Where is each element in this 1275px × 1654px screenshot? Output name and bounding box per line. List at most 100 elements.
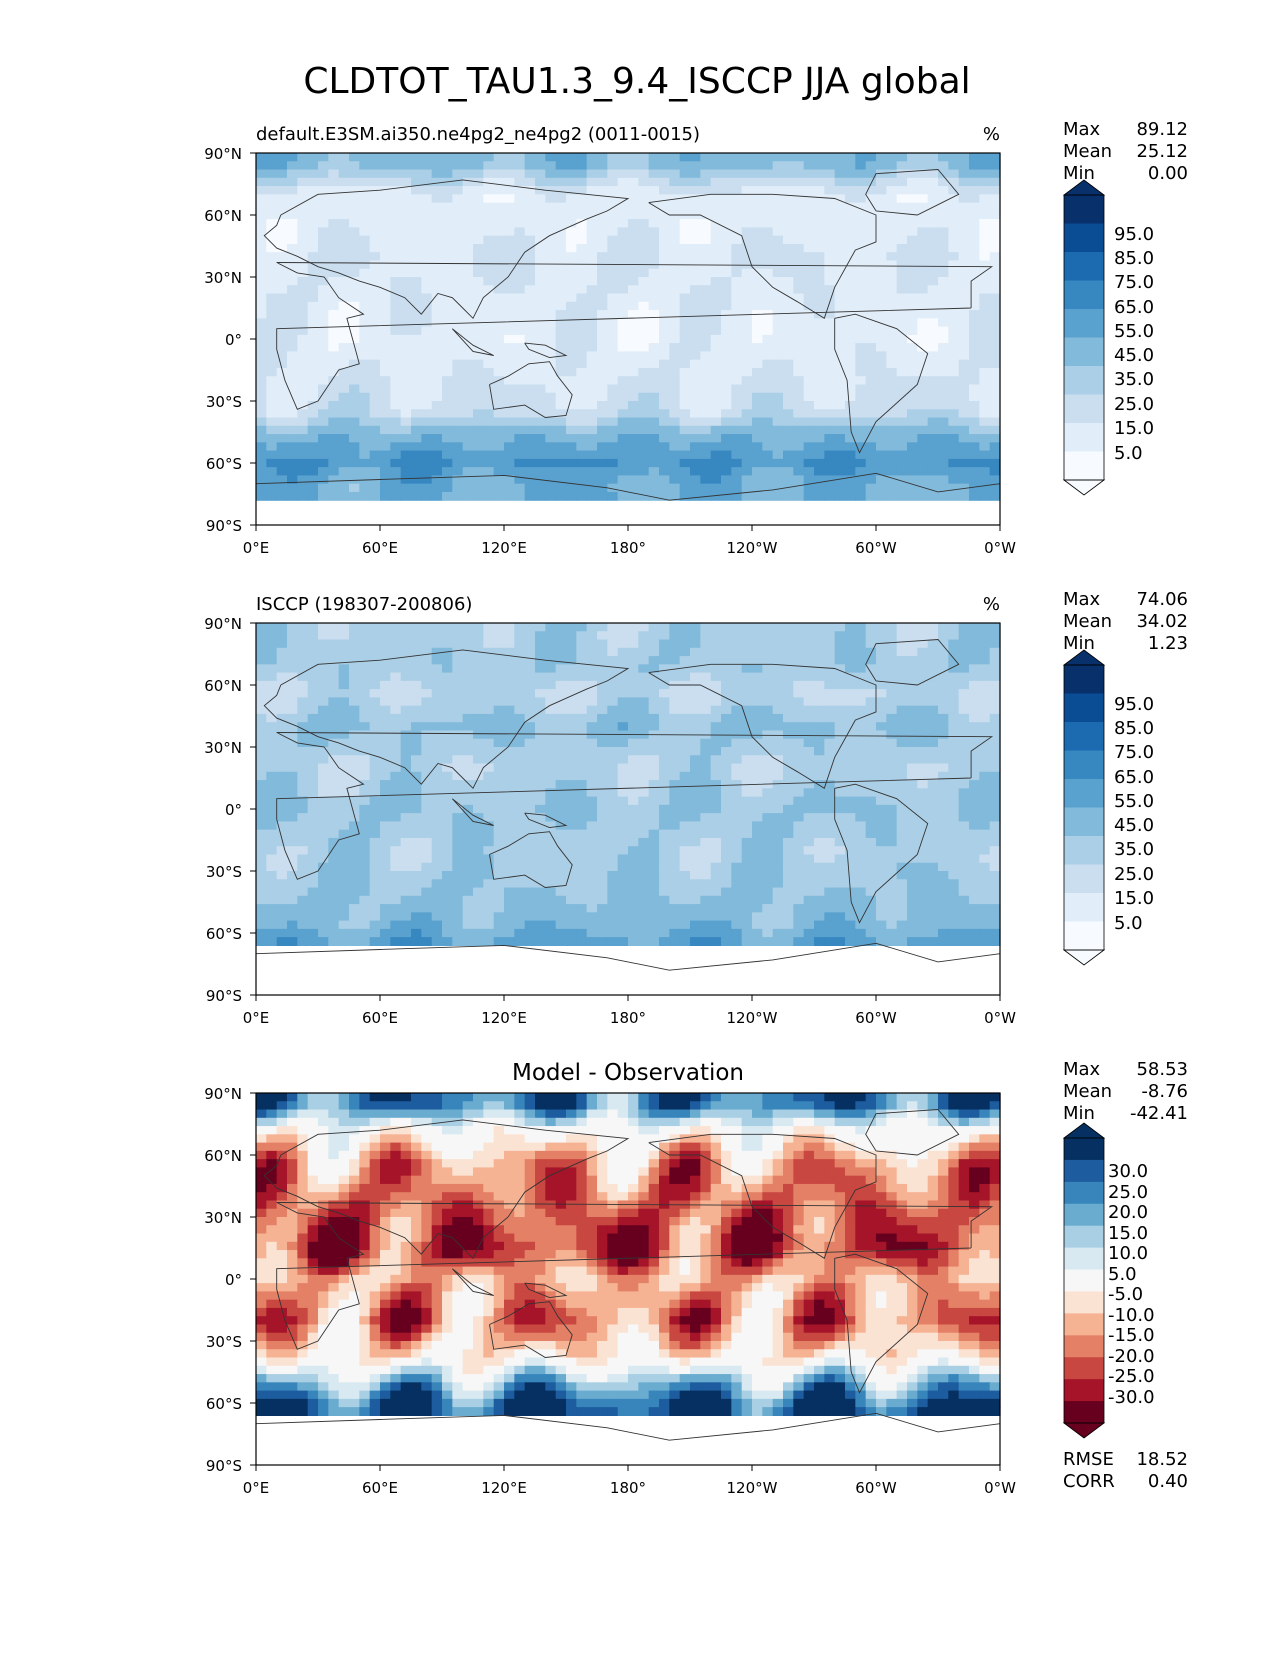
field-cell bbox=[442, 368, 453, 377]
field-cell bbox=[277, 697, 288, 706]
field-cell bbox=[566, 623, 577, 632]
field-cell bbox=[566, 161, 577, 170]
field-cell bbox=[835, 211, 846, 220]
field-cell bbox=[969, 219, 980, 228]
field-cell bbox=[990, 170, 1001, 179]
field-cell bbox=[587, 706, 598, 715]
field-cell bbox=[752, 623, 763, 632]
field-cell bbox=[669, 459, 680, 468]
field-cell bbox=[401, 739, 412, 748]
field-cell bbox=[835, 335, 846, 344]
field-cell bbox=[514, 805, 525, 814]
field-cell bbox=[638, 484, 649, 493]
field-cell bbox=[514, 277, 525, 286]
field-cell bbox=[473, 656, 484, 665]
field-cell bbox=[432, 252, 443, 261]
field-cell bbox=[339, 623, 350, 632]
field-cell bbox=[814, 277, 825, 286]
field-cell bbox=[638, 664, 649, 673]
field-cell bbox=[576, 764, 587, 773]
field-cell bbox=[442, 739, 453, 748]
field-cell bbox=[287, 631, 298, 640]
field-cell bbox=[814, 170, 825, 179]
field-cell bbox=[793, 492, 804, 501]
field-cell bbox=[773, 764, 784, 773]
field-cell bbox=[990, 294, 1001, 303]
field-cell bbox=[907, 492, 918, 501]
field-cell bbox=[587, 459, 598, 468]
field-cell bbox=[514, 747, 525, 756]
field-cell bbox=[752, 343, 763, 352]
field-cell bbox=[308, 244, 319, 253]
field-cell bbox=[597, 384, 608, 393]
field-cell bbox=[618, 236, 629, 245]
field-cell bbox=[793, 697, 804, 706]
field-cell bbox=[659, 244, 670, 253]
field-cell bbox=[618, 434, 629, 443]
field-cell bbox=[535, 442, 546, 451]
field-cell bbox=[814, 739, 825, 748]
field-cell bbox=[979, 640, 990, 649]
field-cell bbox=[814, 401, 825, 410]
field-cell bbox=[587, 714, 598, 723]
field-cell bbox=[297, 426, 308, 435]
field-cell bbox=[917, 714, 928, 723]
field-cell bbox=[587, 294, 598, 303]
field-cell bbox=[773, 211, 784, 220]
field-cell bbox=[773, 664, 784, 673]
field-cell bbox=[556, 780, 567, 789]
field-cell bbox=[607, 269, 618, 278]
field-cell bbox=[535, 697, 546, 706]
field-cell bbox=[876, 730, 887, 739]
field-cell bbox=[876, 384, 887, 393]
field-cell bbox=[886, 161, 897, 170]
field-cell bbox=[773, 401, 784, 410]
field-cell bbox=[638, 451, 649, 460]
field-cell bbox=[266, 739, 277, 748]
field-cell bbox=[866, 442, 877, 451]
field-cell bbox=[835, 797, 846, 806]
field-cell bbox=[308, 830, 319, 839]
field-cell bbox=[659, 393, 670, 402]
field-cell bbox=[318, 813, 329, 822]
field-cell bbox=[390, 714, 401, 723]
field-cell bbox=[845, 664, 856, 673]
field-cell bbox=[266, 360, 277, 369]
field-cell bbox=[814, 492, 825, 501]
field-cell bbox=[359, 236, 370, 245]
field-cell bbox=[339, 153, 350, 162]
field-cell bbox=[256, 170, 267, 179]
field-cell bbox=[948, 640, 959, 649]
field-cell bbox=[845, 467, 856, 476]
field-cell bbox=[380, 178, 391, 187]
field-cell bbox=[762, 294, 773, 303]
field-cell bbox=[835, 484, 846, 493]
field-cell bbox=[690, 236, 701, 245]
field-cell bbox=[442, 451, 453, 460]
field-cell bbox=[359, 219, 370, 228]
field-cell bbox=[824, 368, 835, 377]
field-cell bbox=[814, 418, 825, 427]
field-cell bbox=[721, 236, 732, 245]
field-cell bbox=[959, 219, 970, 228]
field-cell bbox=[742, 772, 753, 781]
field-cell bbox=[938, 631, 949, 640]
field-cell bbox=[370, 219, 381, 228]
field-cell bbox=[556, 673, 567, 682]
field-cell bbox=[587, 722, 598, 731]
field-cell bbox=[597, 236, 608, 245]
field-cell bbox=[421, 327, 432, 336]
field-cell bbox=[525, 252, 536, 261]
field-cell bbox=[442, 318, 453, 327]
field-cell bbox=[597, 697, 608, 706]
field-cell bbox=[266, 227, 277, 236]
field-cell bbox=[907, 244, 918, 253]
field-cell bbox=[349, 368, 360, 377]
field-cell bbox=[721, 664, 732, 673]
field-cell bbox=[421, 227, 432, 236]
field-cell bbox=[721, 673, 732, 682]
field-cell bbox=[339, 161, 350, 170]
field-cell bbox=[297, 681, 308, 690]
field-cell bbox=[876, 805, 887, 814]
field-cell bbox=[266, 772, 277, 781]
